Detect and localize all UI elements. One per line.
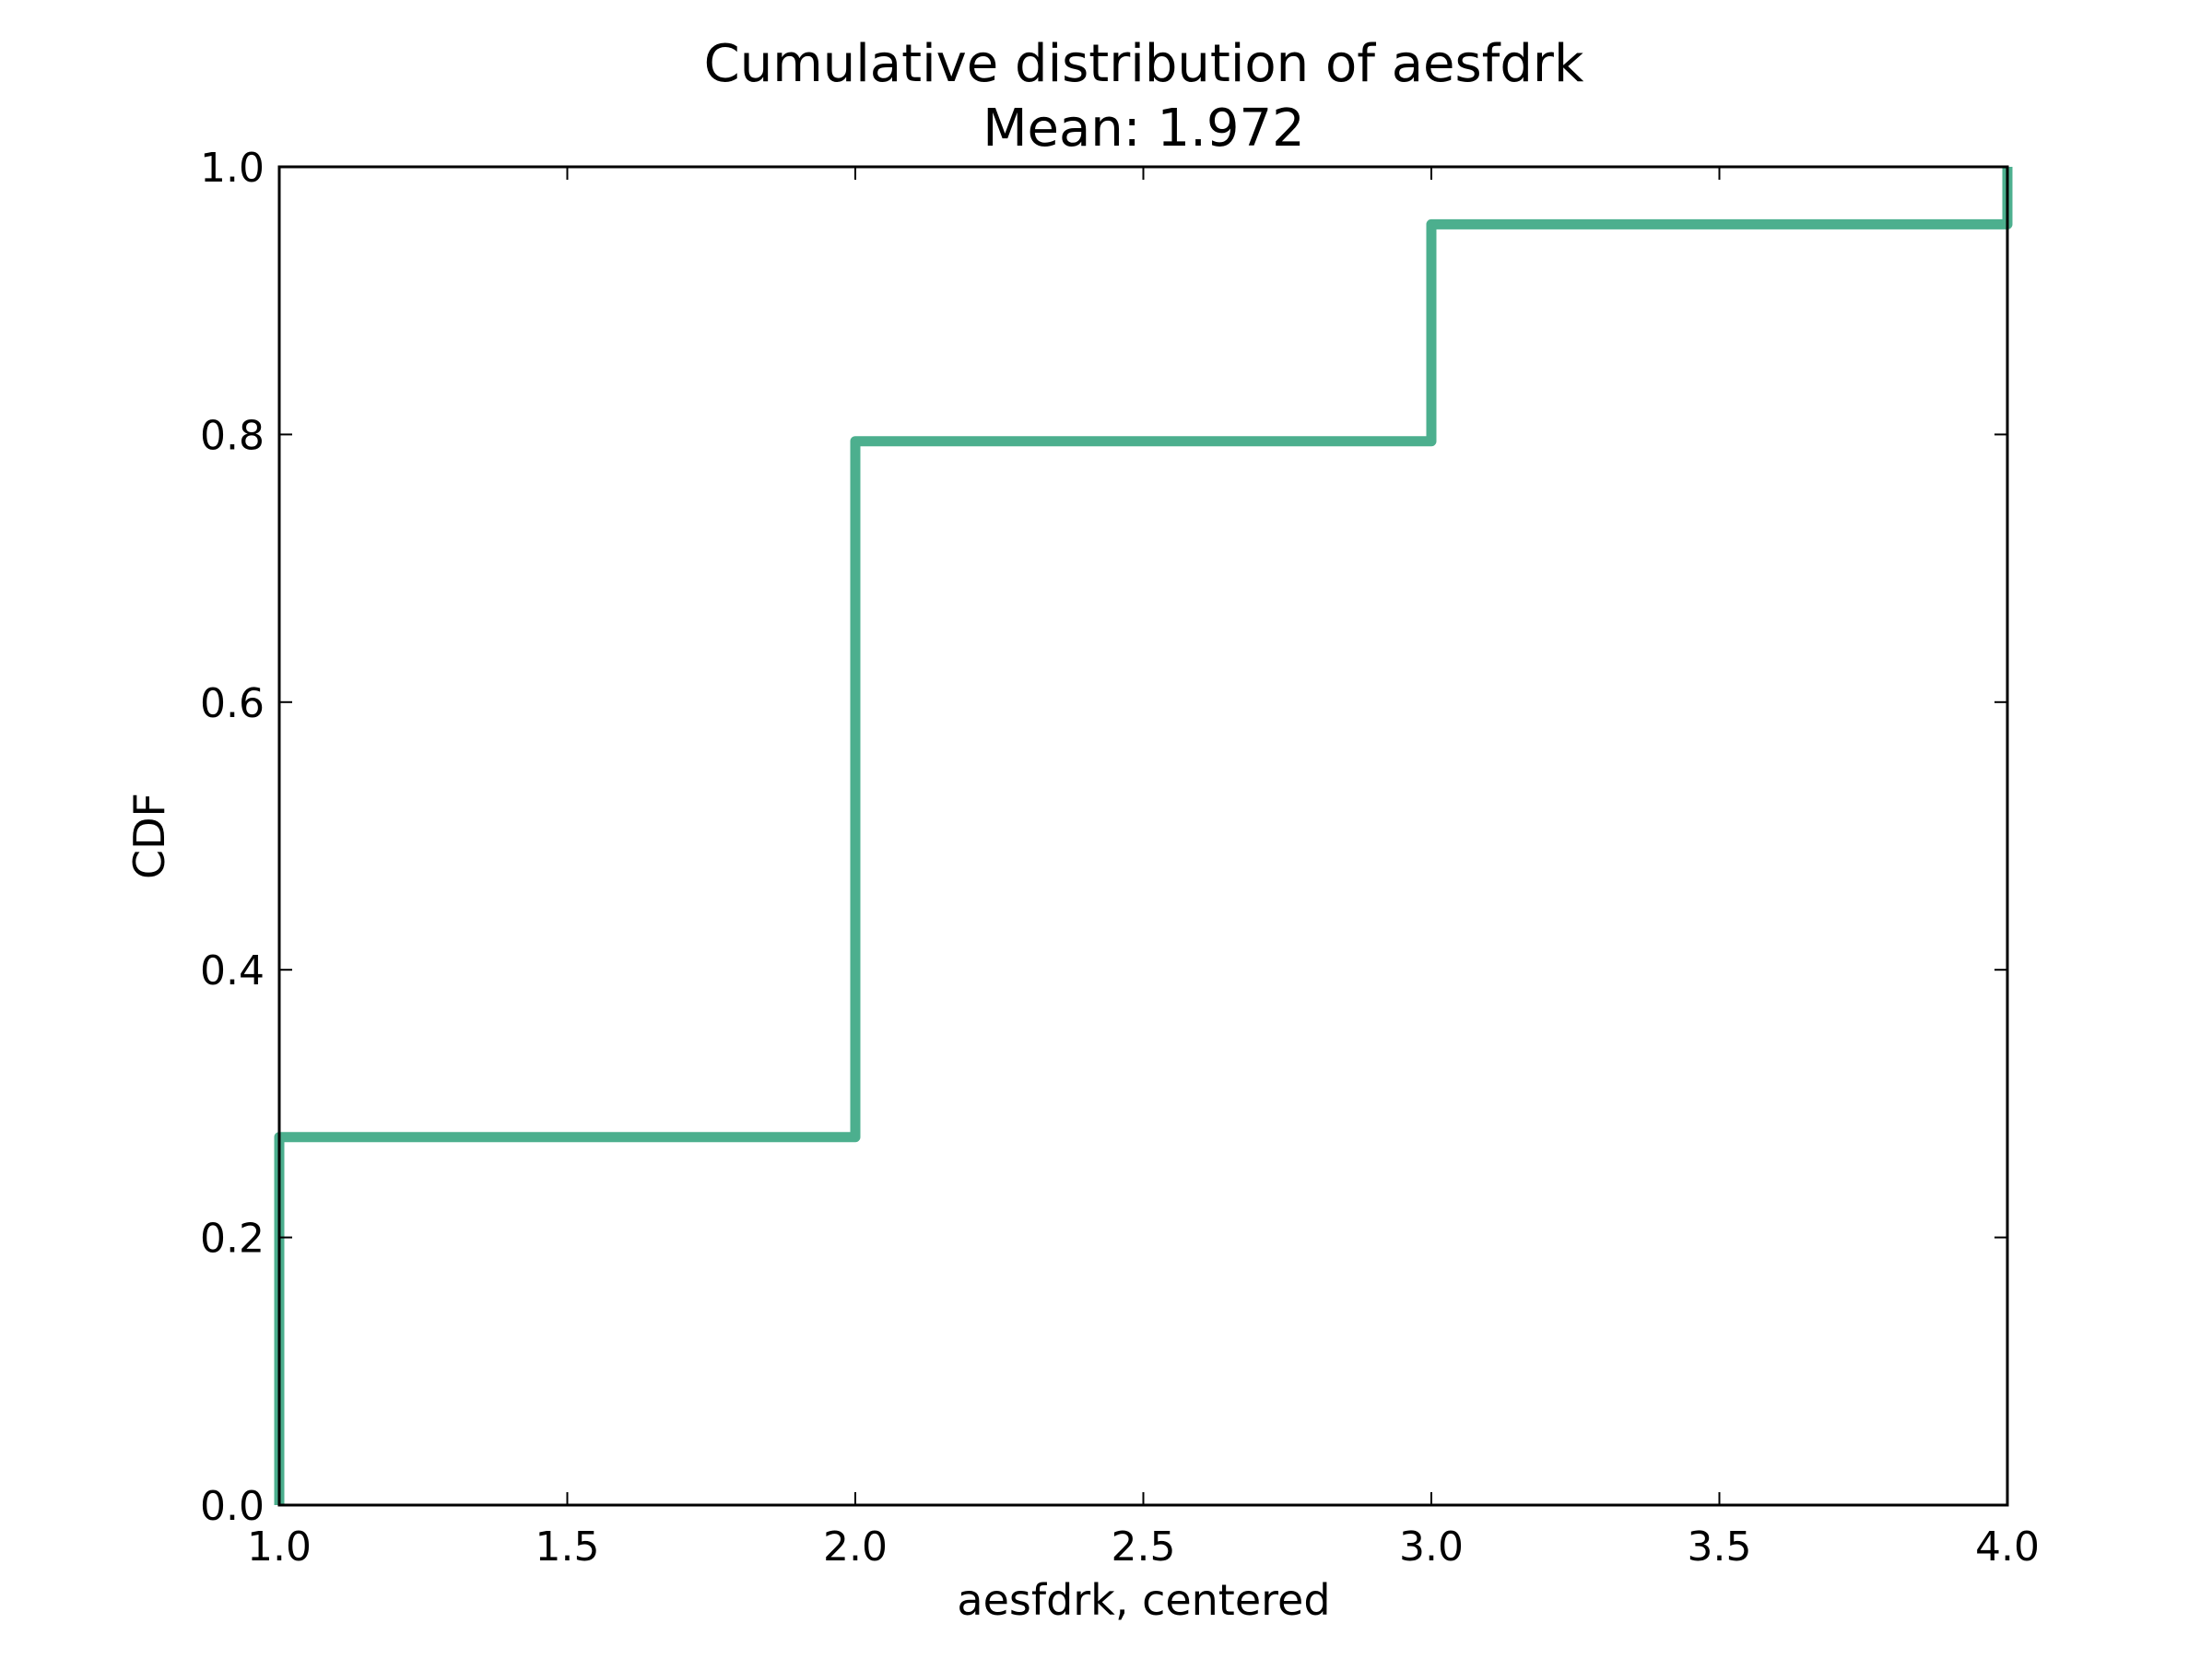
chart-subtitle: Mean: 1.972 [982,99,1305,159]
plot-area [274,167,2013,1505]
y-tick-label-2: 0.4 [200,947,265,994]
y-tick-label-1: 0.2 [200,1216,265,1263]
x-tick-label-4: 3.0 [1399,1524,1464,1571]
axes-frame [277,165,2009,1507]
x-tick-label-5: 3.5 [1688,1524,1752,1571]
x-axis-label: aesfdrk, centered [957,1575,1330,1625]
tick-labels: 1.0 1.5 2.0 2.5 3.0 3.5 4.0 0.0 0.2 0.4 0.6 0.8 1.0 [200,145,2040,1571]
x-tick-label-3: 2.5 [1112,1524,1176,1571]
cdf-series-line-0 [274,167,2013,1505]
x-tick-label-2: 2.0 [823,1524,888,1571]
y-tick-label-0: 0.0 [200,1483,265,1530]
x-tick-label-1: 1.5 [535,1524,600,1571]
x-tick-label-6: 4.0 [1975,1524,2040,1571]
y-tick-label-3: 0.6 [200,680,265,727]
y-axis-label: CDF [124,793,174,879]
y-tick-label-5: 1.0 [200,145,265,192]
x-tick-label-0: 1.0 [247,1524,312,1571]
chart-title: Cumulative distribution of aesfdrk [704,34,1584,94]
y-tick-label-4: 0.8 [200,412,265,459]
